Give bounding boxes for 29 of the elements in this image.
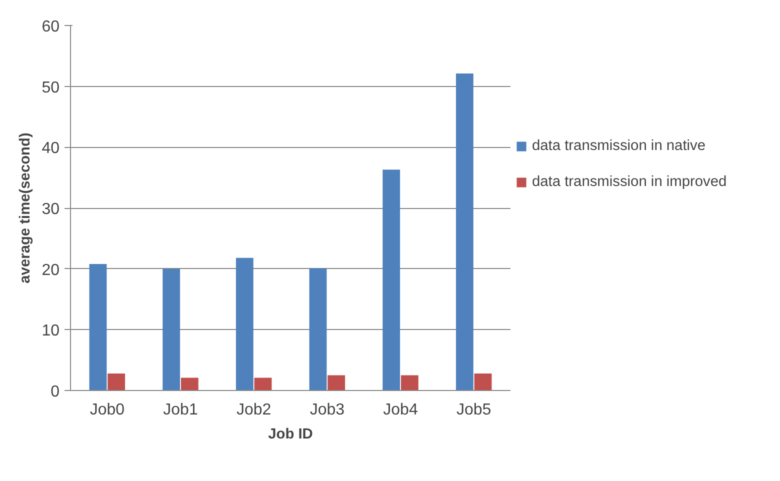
y-tick-label: 50 (42, 79, 60, 96)
bar (108, 373, 126, 390)
legend-label: data transmission in native (532, 138, 706, 154)
bar (474, 373, 492, 390)
x-tick-label: Job0 (90, 402, 125, 418)
y-tick-label: 30 (42, 201, 60, 218)
x-tick-label: Job4 (383, 402, 418, 418)
bar (400, 375, 418, 390)
bar (180, 378, 198, 390)
y-tick-label: 40 (42, 140, 60, 158)
bar (89, 264, 107, 390)
y-axis-title: average time(second) (18, 132, 34, 284)
bar (254, 378, 272, 390)
bar (456, 74, 474, 390)
x-tick-label: Job2 (236, 402, 272, 418)
y-tick-label: 20 (42, 262, 60, 279)
x-axis-title: Job ID (268, 426, 313, 442)
bar (309, 268, 327, 390)
y-tick-label: 0 (50, 384, 60, 400)
bar (328, 375, 346, 390)
bar (162, 268, 180, 390)
bar (236, 258, 254, 390)
legend-label: data transmission in improved (532, 174, 727, 190)
x-tick-label: Job5 (456, 402, 492, 418)
bar (382, 170, 400, 390)
x-tick-label: Job3 (310, 402, 345, 418)
y-tick-label: 10 (42, 322, 60, 340)
x-tick-label: Job1 (163, 402, 198, 418)
y-tick-label: 60 (42, 18, 60, 36)
